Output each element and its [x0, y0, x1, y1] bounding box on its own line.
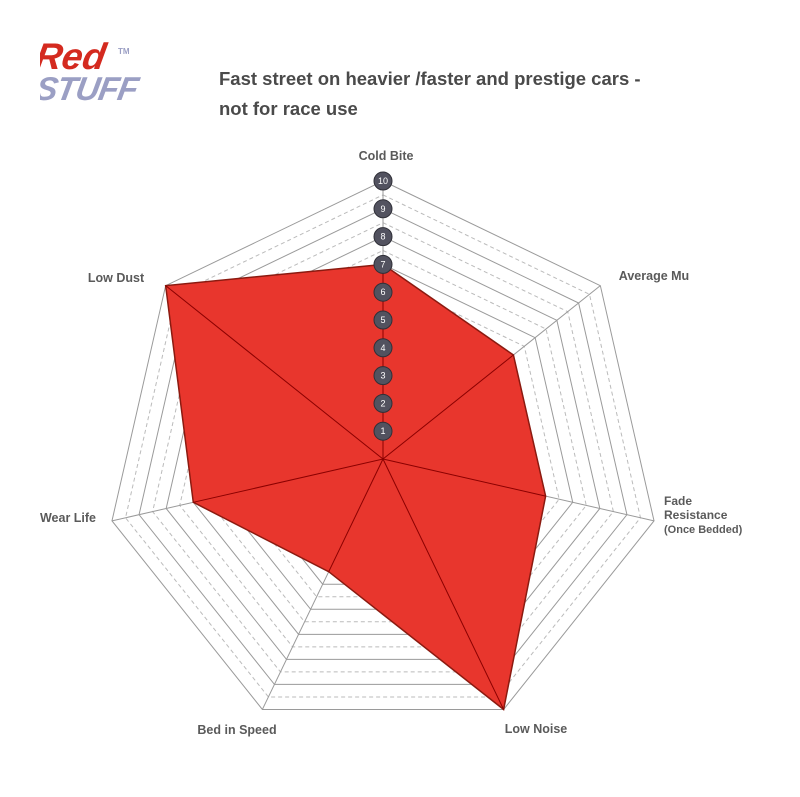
svg-text:8: 8 [380, 232, 385, 242]
svg-text:6: 6 [380, 287, 385, 297]
svg-text:9: 9 [380, 204, 385, 214]
svg-text:4: 4 [380, 343, 385, 353]
svg-text:5: 5 [380, 315, 385, 325]
svg-text:1: 1 [380, 426, 385, 436]
svg-text:7: 7 [380, 259, 385, 269]
svg-text:2: 2 [380, 398, 385, 408]
svg-text:3: 3 [380, 371, 385, 381]
svg-text:10: 10 [378, 176, 388, 186]
svg-text:TM: TM [118, 47, 130, 56]
svg-text:STUFF: STUFF [40, 71, 143, 108]
